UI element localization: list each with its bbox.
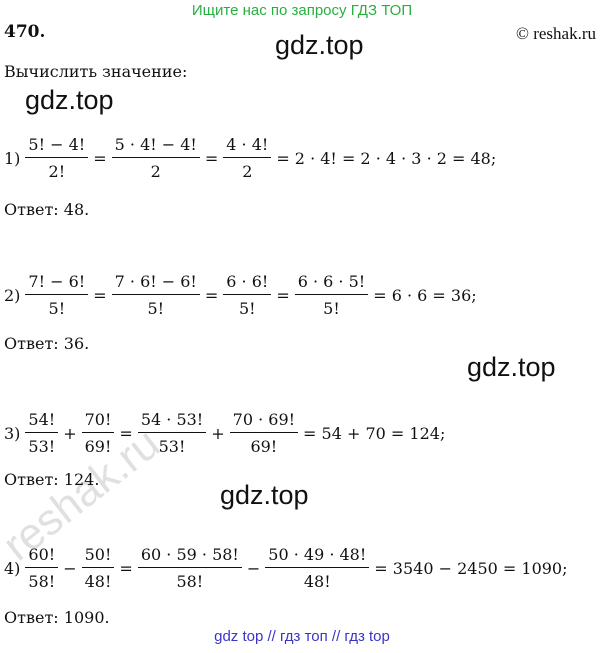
fraction: 50 · 49 · 48! 48! [265,545,370,591]
denominator: 5! [147,299,165,318]
answer: Ответ: 1090. [4,608,110,627]
math-text: = 54 + 70 = 124; [303,423,446,443]
denominator: 5! [323,299,340,318]
math-text: = [93,285,107,305]
footer[interactable]: gdz top // гдз топ // гдз top [214,628,390,645]
fraction: 60 · 59 · 58! 58! [137,545,242,591]
fraction: 6 · 6 · 5! 5! [294,272,369,318]
denominator: 58! [176,572,204,591]
denominator: 5! [48,299,66,318]
denominator: 2 [242,162,253,181]
answer: Ответ: 36. [4,334,90,353]
numerator: 50 · 49 · 48! [265,545,370,568]
numerator: 4 · 4! [223,135,272,158]
watermark: gdz.top [275,30,364,60]
numerator: 60! [25,545,59,568]
math-text: − [246,558,261,578]
denominator: 53! [158,437,186,456]
fraction: 50! 48! [81,545,115,591]
equation-row: 4) 60! 58! −50! 48! = 60 · 59 · 58! 58! −50 · 49… [4,545,573,591]
math-text: = [276,285,290,305]
item-label: 4) [4,558,21,578]
fraction: 60! 58! [25,545,59,591]
watermark: gdz.top [25,85,114,115]
math-text: = 2 · 4! = 2 · 4 · 3 · 2 = 48; [276,148,497,168]
equation-row: 3) 54! 53! +70! 69! = 54 · 53! 53! +70 · 69! 69! =… [4,410,450,456]
item-label: 2) [4,285,21,305]
watermark: gdz.top [220,480,309,510]
fraction: 4 · 4! 2 [223,135,272,181]
math-text: = [93,148,107,168]
numerator: 70! [81,410,115,433]
denominator: 69! [84,437,112,456]
math-text: + [211,423,225,443]
fraction: 54! 53! [25,410,59,456]
numerator: 7 · 6! − 6! [111,272,200,295]
answer: Ответ: 124. [4,470,100,489]
numerator: 5 · 4! − 4! [111,135,200,158]
equation-row: 1) 5! − 4! 2! = 5 · 4! − 4! 2 = 4 · 4! 2 = 2 · 4!… [4,135,501,181]
math-text: = 6 · 6 = 36; [373,285,477,305]
watermark: gdz.top [467,352,556,382]
numerator: 70 · 69! [229,410,299,433]
task-text: Вычислить значение: [4,62,188,81]
math-text: = 3540 − 2450 = 1090; [374,558,568,578]
denominator: 53! [28,437,56,456]
numerator: 50! [81,545,115,568]
fraction: 5! − 4! 2! [25,135,89,181]
fraction: 54 · 53! 53! [137,410,207,456]
numerator: 60 · 59 · 58! [137,545,242,568]
numerator: 7! − 6! [25,272,89,295]
math-text: = [119,423,133,443]
answer: Ответ: 48. [4,200,90,219]
numerator: 54! [25,410,59,433]
denominator: 2 [150,162,161,181]
math-text: + [63,423,77,443]
task-number: 470. [4,22,46,42]
fraction: 7 · 6! − 6! 5! [111,272,200,318]
fraction: 70 · 69! 69! [229,410,299,456]
numerator: 5! − 4! [25,135,89,158]
fraction: 7! − 6! 5! [25,272,89,318]
denominator: 5! [238,299,256,318]
numerator: 6 · 6! [223,272,272,295]
fraction: 6 · 6! 5! [223,272,272,318]
fraction: 70! 69! [81,410,115,456]
denominator: 48! [84,572,112,591]
item-label: 1) [4,148,21,168]
denominator: 2! [48,162,66,181]
math-text: = [204,148,219,168]
math-text: − [63,558,77,578]
denominator: 58! [28,572,56,591]
copyright: © reshak.ru [516,24,596,43]
equation-row: 2) 7! − 6! 5! = 7 · 6! − 6! 5! = 6 · 6! 5! = 6 · 6… [4,272,482,318]
math-text: = [119,558,133,578]
fraction: 5 · 4! − 4! 2 [111,135,200,181]
denominator: 69! [250,437,278,456]
math-text: = [204,285,219,305]
item-label: 3) [4,423,21,443]
denominator: 48! [303,572,331,591]
numerator: 6 · 6 · 5! [294,272,369,295]
banner[interactable]: Ищите нас по запросу ГДЗ ТОП [191,2,413,19]
numerator: 54 · 53! [137,410,207,433]
